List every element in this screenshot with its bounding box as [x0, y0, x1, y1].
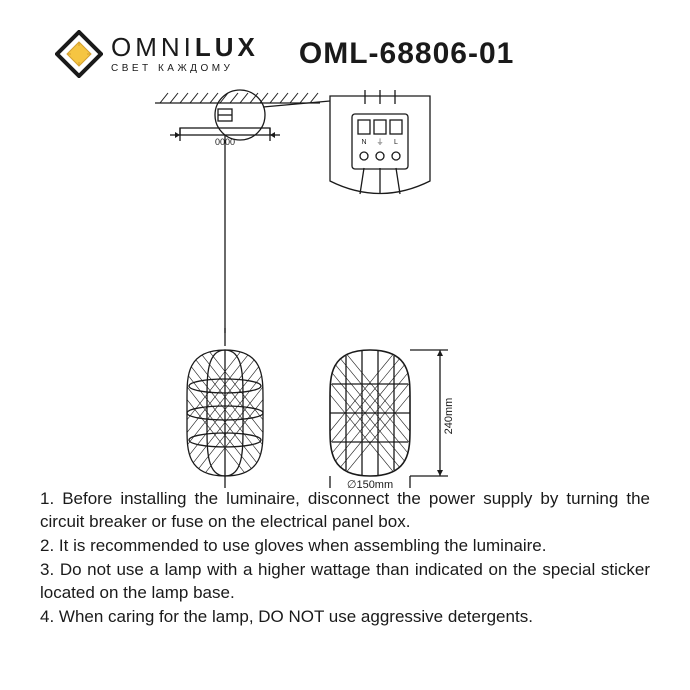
model-number: OML-68806-01	[299, 37, 514, 71]
dim-diameter: ∅150mm	[347, 479, 393, 488]
svg-text:N: N	[361, 139, 366, 146]
brand-part1: OMNI	[111, 32, 195, 62]
brand-part2: LUX	[195, 32, 259, 62]
instruction-3: 3. Do not use a lamp with a higher watta…	[40, 559, 650, 605]
svg-text:L: L	[394, 139, 398, 146]
instruction-4: 4. When caring for the lamp, DO NOT use …	[40, 606, 650, 629]
instruction-1: 1. Before installing the luminaire, disc…	[40, 488, 650, 534]
brand-tagline: СВЕТ КАЖДОМУ	[111, 64, 259, 74]
instruction-2: 2. It is recommended to use gloves when …	[40, 535, 650, 558]
logo-text: OMNILUX СВЕТ КАЖДОМУ	[111, 34, 259, 74]
dim-height: 240mm	[443, 398, 455, 435]
brand-name: OMNILUX	[111, 34, 259, 60]
logo: OMNILUX СВЕТ КАЖДОМУ	[55, 30, 259, 78]
svg-text:⏚: ⏚	[377, 138, 384, 146]
omnilux-logo-icon	[55, 30, 103, 78]
technical-diagram: 0000	[0, 88, 690, 488]
instructions-block: 1. Before installing the luminaire, disc…	[0, 488, 690, 629]
header: OMNILUX СВЕТ КАЖДОМУ OML-68806-01	[0, 0, 690, 88]
